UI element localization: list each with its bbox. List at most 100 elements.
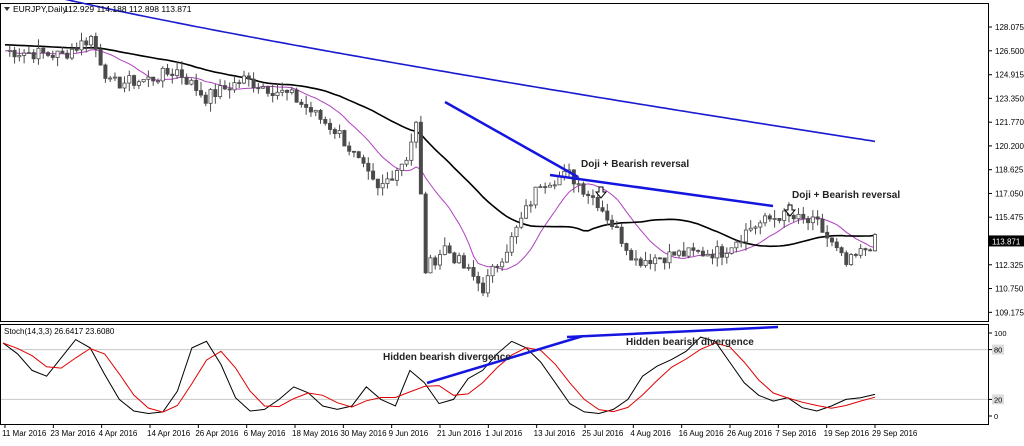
candle-body (729, 247, 734, 254)
candle-body (318, 109, 323, 120)
candle-body (691, 247, 696, 251)
candle-body (681, 250, 686, 257)
candle-body (55, 50, 60, 58)
stoch-axis: 100 80 20 0 (988, 329, 1007, 421)
candle-body (829, 237, 834, 243)
candle-body (657, 257, 662, 260)
candle-body (337, 130, 342, 135)
candle-body (519, 217, 524, 228)
candle-body (256, 87, 261, 90)
stoch-level-badge (992, 394, 1004, 405)
candle-body (700, 250, 705, 257)
candle-body (31, 52, 36, 60)
candle-body (218, 85, 223, 98)
candle-body (452, 252, 457, 264)
symbol-label: EURJPY,Daily (13, 4, 67, 14)
stoch-signal-line (2, 342, 876, 413)
candle-body (437, 254, 442, 266)
candle-body (667, 251, 672, 264)
candle-body (576, 183, 581, 186)
candle-body (782, 210, 787, 221)
candle-body (280, 89, 285, 93)
candle-body (141, 78, 146, 83)
price-tick-label: 123.350 (995, 94, 1024, 103)
candle-body (834, 241, 839, 249)
candle-body (347, 145, 352, 152)
candle-body (490, 265, 495, 277)
candle-body (428, 257, 433, 274)
candle-body (84, 40, 89, 46)
candle-body (557, 176, 562, 186)
candle-body (715, 246, 720, 259)
date-tick-label: 1 Jul 2016 (485, 429, 522, 438)
candle-body (7, 49, 12, 52)
date-tick-label: 19 Sep 2016 (824, 429, 870, 438)
candle-body (108, 77, 113, 80)
trendline-main-1 (444, 100, 579, 179)
date-tick-label: 30 May 2016 (340, 429, 387, 438)
candle-body (46, 52, 51, 56)
candle-body (590, 195, 595, 198)
candle-body (619, 226, 624, 244)
candle-body (595, 196, 600, 209)
candle-body (160, 67, 165, 82)
candle-body (375, 178, 380, 189)
candle-body (232, 82, 237, 91)
candle-body (198, 90, 203, 96)
candle-body (294, 89, 299, 103)
date-axis: 11 Mar 2016 23 Mar 2016 4 Apr 2016 14 Apr 2… (2, 424, 918, 438)
date-tick-label: 6 May 2016 (244, 429, 286, 438)
candle-body (653, 257, 658, 265)
ohlc-values: 112.929 114.188 112.898 113.871 (64, 4, 192, 14)
candle-body (547, 184, 552, 188)
candle-body (246, 75, 251, 80)
candle-body (433, 257, 438, 266)
stoch-main-line (2, 336, 876, 415)
candle-body (313, 109, 318, 113)
candle-body (810, 216, 815, 224)
candle-body (237, 82, 242, 85)
candle-body (146, 76, 151, 80)
candle-body (380, 183, 385, 189)
candle-body (710, 253, 715, 259)
candle-body (409, 141, 414, 161)
date-tick-label: 21 Jun 2016 (437, 429, 482, 438)
moving-average-long (64, 0, 876, 143)
date-tick-label: 26 Aug 2016 (727, 429, 772, 438)
chevron-down-icon[interactable] (4, 7, 10, 11)
price-tick-label: 117.050 (995, 189, 1024, 198)
candle-body (299, 101, 304, 105)
candle-body (194, 79, 199, 91)
date-tick-label: 14 Apr 2016 (147, 429, 191, 438)
candle-body (796, 213, 801, 220)
candle-body (265, 86, 270, 94)
candle-body (538, 186, 543, 189)
price-axis: 128.075 126.500 124.915 123.350 121.770 120.2… (988, 23, 1024, 317)
candle-body (189, 79, 194, 85)
candle-body (127, 75, 132, 84)
price-tick-label: 112.325 (995, 261, 1024, 270)
price-tick-label: 115.475 (995, 213, 1024, 222)
candle-body (743, 229, 748, 243)
candle-body (404, 159, 409, 165)
candle-body (65, 52, 70, 59)
trendline-main-2 (549, 173, 774, 208)
candle-body (552, 184, 557, 187)
candle-body (26, 52, 31, 54)
candle-body (356, 151, 361, 159)
stoch-level-lines (1, 349, 988, 400)
candle-body (390, 178, 395, 181)
candle-body (806, 218, 811, 224)
candle-body (648, 260, 653, 265)
date-tick-label: 4 Apr 2016 (99, 429, 138, 438)
stoch-level-badge (992, 344, 1004, 355)
candle-body (686, 247, 691, 257)
candle-body (624, 243, 629, 251)
candle-body (820, 218, 825, 233)
candle-body (466, 267, 471, 269)
date-tick-label: 11 Mar 2016 (2, 429, 47, 438)
candle-body (868, 249, 873, 252)
annotation-doji-1: Doji + Bearish reversal (581, 159, 689, 170)
candle-body (50, 55, 55, 58)
